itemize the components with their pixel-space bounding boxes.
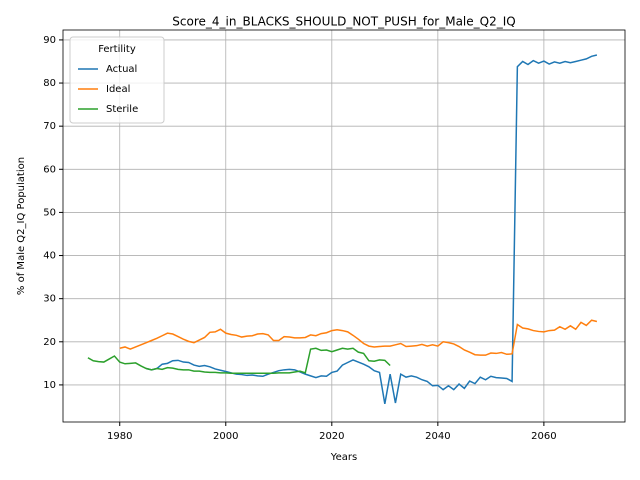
y-tick-label: 20 [43, 337, 56, 348]
x-axis-label: Years [330, 452, 357, 463]
plot-frame [62, 29, 626, 423]
y-tick-label: 80 [43, 78, 56, 89]
y-tick-label: 10 [43, 380, 56, 391]
y-tick-label: 40 [43, 251, 56, 262]
data-line [87, 347, 391, 375]
legend-label: Ideal [106, 84, 130, 95]
x-tick-label: 1980 [107, 431, 132, 442]
data-line [146, 54, 598, 405]
chart-title: Score_4_in_BLACKS_SHOULD_NOT_PUSH_for_Ma… [172, 15, 515, 29]
legend-label: Actual [106, 64, 137, 75]
x-tick-label: 2020 [319, 431, 344, 442]
y-tick-label: 30 [43, 294, 56, 305]
x-tick-label: 2060 [531, 431, 556, 442]
y-tick-label: 70 [43, 121, 56, 132]
legend-box [69, 36, 165, 124]
data-line [119, 319, 598, 356]
y-tick-label: 90 [43, 35, 56, 46]
y-tick-label: 60 [43, 164, 56, 175]
x-tick-label: 2040 [425, 431, 450, 442]
y-tick-label: 50 [43, 207, 56, 218]
y-axis-label: % of Male Q2_IQ Population [16, 157, 27, 295]
x-tick-label: 2000 [213, 431, 238, 442]
legend-title: Fertility [98, 44, 136, 55]
legend-label: Sterile [106, 104, 138, 115]
